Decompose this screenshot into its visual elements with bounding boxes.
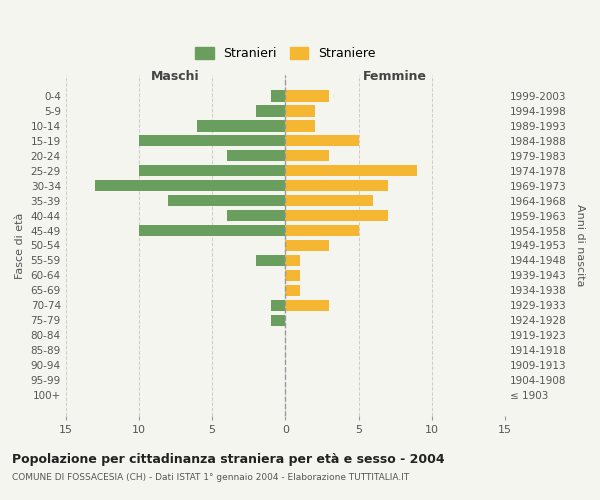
- Legend: Stranieri, Straniere: Stranieri, Straniere: [188, 40, 382, 66]
- Bar: [286, 225, 359, 236]
- Bar: [286, 150, 329, 162]
- Y-axis label: Anni di nascita: Anni di nascita: [575, 204, 585, 286]
- Bar: [286, 255, 300, 266]
- Y-axis label: Fasce di età: Fasce di età: [15, 212, 25, 278]
- Bar: [286, 136, 359, 146]
- Bar: [197, 120, 286, 132]
- Bar: [286, 300, 329, 311]
- Bar: [286, 210, 388, 221]
- Bar: [139, 165, 286, 176]
- Bar: [271, 314, 286, 326]
- Bar: [271, 300, 286, 311]
- Bar: [286, 270, 300, 281]
- Bar: [271, 90, 286, 102]
- Text: Femmine: Femmine: [363, 70, 427, 82]
- Bar: [286, 106, 314, 117]
- Bar: [168, 195, 286, 206]
- Bar: [286, 180, 388, 192]
- Bar: [139, 136, 286, 146]
- Text: Popolazione per cittadinanza straniera per età e sesso - 2004: Popolazione per cittadinanza straniera p…: [12, 452, 445, 466]
- Bar: [227, 150, 286, 162]
- Bar: [227, 210, 286, 221]
- Bar: [286, 120, 314, 132]
- Text: Maschi: Maschi: [151, 70, 200, 82]
- Bar: [286, 284, 300, 296]
- Bar: [139, 225, 286, 236]
- Bar: [95, 180, 286, 192]
- Bar: [256, 106, 286, 117]
- Bar: [286, 195, 373, 206]
- Bar: [286, 240, 329, 251]
- Bar: [286, 165, 417, 176]
- Bar: [286, 90, 329, 102]
- Text: COMUNE DI FOSSACESIA (CH) - Dati ISTAT 1° gennaio 2004 - Elaborazione TUTTITALIA: COMUNE DI FOSSACESIA (CH) - Dati ISTAT 1…: [12, 472, 409, 482]
- Bar: [256, 255, 286, 266]
